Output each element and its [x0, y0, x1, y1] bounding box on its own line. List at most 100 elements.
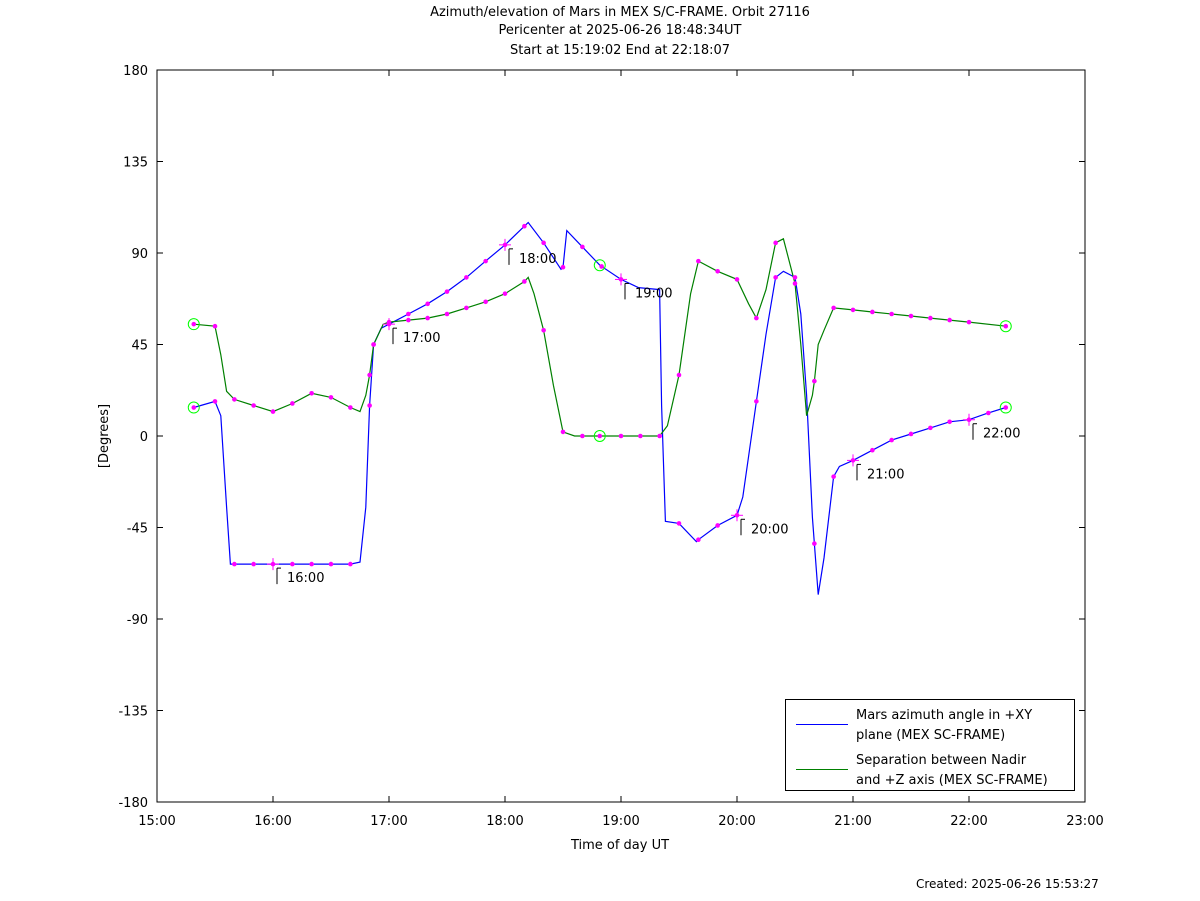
endpoint-circle-marker	[999, 320, 1012, 333]
legend-swatch-azimuth	[796, 724, 848, 725]
hour-annotation-label: 17:00	[403, 331, 440, 346]
x-tick-label: 18:00	[486, 814, 523, 829]
x-axis-label: Time of day UT	[570, 838, 669, 853]
x-tick-label: 15:00	[138, 814, 175, 829]
axes-layer: 15:00 16:00 17:00 18:00 19:00 20:00 21:00 22:00…	[118, 64, 1103, 829]
data-point-marker	[870, 309, 875, 315]
hour-annotation-label: 21:00	[867, 467, 904, 482]
hour-annotation-label: 19:00	[635, 286, 672, 301]
data-point-marker	[676, 372, 682, 378]
data-point-marker	[812, 378, 817, 384]
hour-annotation-label: 18:00	[519, 252, 556, 267]
hour-annotation: 20:00	[731, 509, 788, 537]
data-point-marker	[541, 240, 546, 246]
data-point-marker	[1003, 405, 1009, 410]
legend-item-azimuth: Mars azimuth angle in +XY plane (MEX SC-…	[796, 706, 1071, 746]
data-point-marker	[464, 275, 469, 280]
data-point-marker	[290, 561, 295, 567]
data-point-marker	[309, 561, 314, 567]
chart-title-line-1: Azimuth/elevation of Mars in MEX S/C-FRA…	[430, 5, 810, 20]
data-point-marker	[618, 433, 624, 439]
data-point-marker	[754, 315, 759, 321]
data-point-marker	[502, 291, 508, 296]
data-point-marker	[483, 299, 488, 305]
y-tick-label: 135	[123, 156, 148, 171]
legend: Mars azimuth angle in +XY plane (MEX SC-…	[785, 699, 1075, 791]
x-tick-label: 20:00	[718, 814, 755, 829]
legend-swatch-separation	[796, 769, 848, 770]
data-point-marker	[444, 311, 450, 317]
data-point-marker	[715, 269, 720, 274]
x-tick-label: 19:00	[602, 814, 639, 829]
endpoint-circle-marker	[593, 430, 606, 442]
data-point-marker	[715, 523, 720, 528]
data-point-marker	[522, 223, 527, 229]
data-point-marker	[371, 342, 376, 347]
data-point-marker	[425, 315, 430, 321]
hour-annotation: 16:00	[267, 558, 324, 586]
data-point-marker	[908, 313, 914, 319]
hour-annotation: 18:00	[499, 238, 556, 267]
data-point-marker	[191, 321, 197, 327]
data-point-marker	[773, 240, 778, 246]
data-point-marker	[251, 403, 256, 408]
data-point-marker	[560, 429, 566, 435]
data-point-marker	[986, 410, 991, 416]
data-point-marker	[212, 399, 218, 404]
data-point-marker	[232, 561, 237, 567]
annotation-layer: 16:00 17:00 18:00 19:00 20:00 21:00 22:00	[267, 238, 1020, 586]
data-point-marker	[406, 311, 411, 317]
data-point-marker	[696, 537, 701, 542]
azimuth-line	[193, 221, 1006, 595]
data-point-marker	[328, 395, 334, 400]
y-tick-label: 90	[131, 247, 148, 262]
data-point-marker	[889, 437, 894, 443]
data-point-marker	[870, 447, 875, 453]
endpoint-circle-marker	[187, 401, 200, 414]
legend-separation-line-2: and +Z axis (MEX SC-FRAME)	[856, 773, 1048, 788]
y-tick-label: 45	[131, 339, 148, 354]
data-point-marker	[889, 311, 894, 317]
data-point-marker	[191, 405, 197, 410]
data-point-marker	[754, 399, 759, 404]
x-tick-label: 16:00	[254, 814, 291, 829]
data-point-marker	[696, 258, 701, 264]
series-layer	[193, 221, 1006, 595]
endpoint-circle-marker	[187, 318, 200, 331]
data-point-marker	[1003, 323, 1009, 329]
x-tick-label: 21:00	[834, 814, 871, 829]
data-point-marker	[270, 409, 276, 414]
data-point-marker	[367, 403, 372, 408]
legend-azimuth-line-1: Mars azimuth angle in +XY	[856, 708, 1033, 723]
data-point-marker	[850, 307, 856, 313]
data-point-marker	[947, 317, 952, 323]
endpoint-circle-marker	[999, 401, 1012, 414]
data-point-marker	[908, 431, 914, 437]
separation-line	[193, 237, 1006, 437]
y-tick-label: 180	[123, 64, 148, 79]
hour-annotation: 22:00	[963, 413, 1020, 442]
data-point-marker	[597, 433, 603, 439]
data-point-marker	[580, 244, 585, 250]
data-point-marker	[676, 521, 682, 526]
data-point-marker	[212, 323, 218, 329]
y-tick-label: -45	[127, 522, 148, 537]
data-point-marker	[367, 372, 372, 378]
data-point-marker	[599, 264, 604, 269]
data-point-marker	[580, 433, 585, 439]
x-tick-label: 17:00	[370, 814, 407, 829]
data-point-marker	[251, 561, 256, 567]
data-point-marker	[812, 541, 817, 546]
hour-annotation-label: 22:00	[983, 427, 1020, 442]
data-point-marker	[541, 327, 546, 333]
y-tick-label: 0	[140, 430, 148, 445]
data-point-marker	[348, 405, 353, 410]
legend-label-azimuth: Mars azimuth angle in +XY plane (MEX SC-…	[856, 706, 1032, 746]
data-point-marker	[425, 301, 430, 307]
data-point-marker	[522, 279, 527, 284]
x-tick-label: 23:00	[1066, 814, 1103, 829]
data-point-marker	[638, 433, 643, 439]
x-tick-label: 22:00	[950, 814, 987, 829]
data-point-marker	[928, 315, 933, 321]
